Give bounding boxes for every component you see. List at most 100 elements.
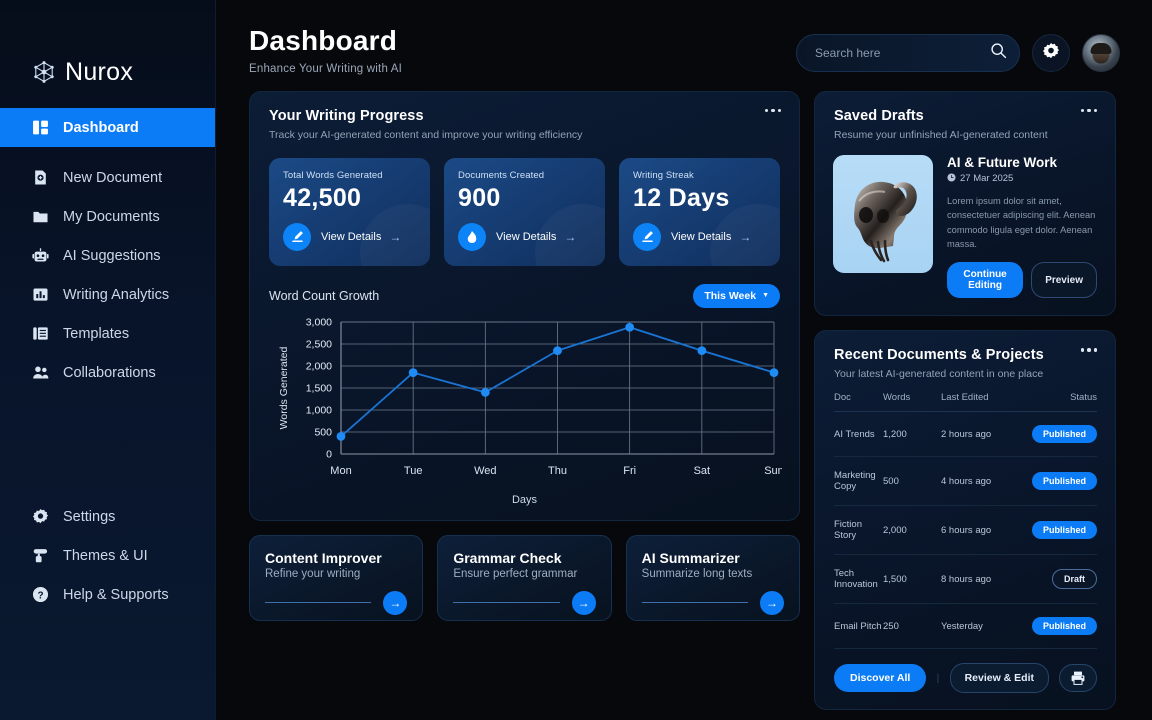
draft-info: AI & Future Work 27 Mar 2025 Lorem ipsum… xyxy=(947,155,1097,299)
right-column: Saved Drafts Resume your unfinished AI-g… xyxy=(814,90,1116,711)
quick-action-footer: → xyxy=(641,590,784,615)
cell-doc: Marketing Copy xyxy=(834,456,883,507)
sidebar-item-templates[interactable]: Templates xyxy=(0,314,215,353)
svg-text:?: ? xyxy=(37,590,43,601)
table-header-row: Doc Words Last Edited Status xyxy=(834,392,1097,413)
brand-name: Nurox xyxy=(65,57,134,86)
y-axis-title: Words Generated xyxy=(278,346,290,429)
cell-last-edited: 4 hours ago xyxy=(941,456,1025,507)
chevron-down-icon: ▼ xyxy=(762,292,769,300)
y-axis-tick-label: 2,500 xyxy=(306,338,332,350)
table-row[interactable]: Fiction Story 2,000 6 hours ago Published xyxy=(834,505,1097,556)
panel-title: Your Writing Progress xyxy=(269,107,424,124)
sidebar-item-new-document[interactable]: New Document xyxy=(0,158,215,197)
cell-doc: AI Trends xyxy=(834,411,883,458)
y-axis-tick-label: 3,000 xyxy=(306,316,332,328)
printer-icon[interactable] xyxy=(1059,664,1097,693)
avatar[interactable] xyxy=(1082,34,1120,72)
more-horizontal-icon[interactable] xyxy=(1080,108,1097,113)
writing-progress-panel: Your Writing Progress Track your AI-gene… xyxy=(249,90,800,521)
recent-documents-header: Recent Documents & Projects Your latest … xyxy=(815,331,1115,380)
arrow-right-icon[interactable]: → xyxy=(759,590,784,615)
sidebar-item-writing-analytics[interactable]: Writing Analytics xyxy=(0,275,215,314)
preview-button[interactable]: Preview xyxy=(1031,262,1097,299)
status-badge[interactable]: Published xyxy=(1031,472,1097,491)
draft-date-label: 27 Mar 2025 xyxy=(960,173,1014,185)
draft-date: 27 Mar 2025 xyxy=(947,173,1097,185)
status-badge[interactable]: Draft xyxy=(1051,569,1097,590)
divider-line xyxy=(265,602,372,604)
brand-logo[interactable]: Nurox xyxy=(0,0,215,108)
data-point[interactable] xyxy=(480,387,490,397)
data-point[interactable] xyxy=(553,345,562,355)
search-box[interactable] xyxy=(796,34,1020,72)
view-details-link[interactable]: View Details → xyxy=(496,230,576,244)
sidebar-item-label: Dashboard xyxy=(63,119,139,136)
view-details-link[interactable]: View Details → xyxy=(321,230,401,244)
pen-stamp-icon xyxy=(283,222,311,251)
continue-editing-button[interactable]: Continue Editing xyxy=(947,262,1024,299)
quick-action-card[interactable]: Content Improver Refine your writing → xyxy=(249,534,424,621)
sidebar-item-dashboard[interactable]: Dashboard xyxy=(0,108,215,147)
sidebar-item-label: New Document xyxy=(63,169,163,186)
discover-all-button[interactable]: Discover All xyxy=(834,664,927,693)
arrow-right-icon[interactable]: → xyxy=(571,590,596,615)
stat-value: 900 xyxy=(458,183,501,212)
data-point[interactable] xyxy=(697,345,707,355)
sidebar-item-label: Themes & UI xyxy=(63,547,148,564)
paint-roller-icon xyxy=(32,547,49,564)
review-edit-button[interactable]: Review & Edit xyxy=(949,663,1049,694)
more-horizontal-icon[interactable] xyxy=(1080,348,1097,352)
cell-last-edited: 6 hours ago xyxy=(941,505,1025,556)
search-input[interactable] xyxy=(815,46,982,60)
cell-last-edited: 8 hours ago xyxy=(941,554,1025,605)
search-icon[interactable] xyxy=(990,42,1007,64)
quick-action-title: Content Improver xyxy=(265,549,382,566)
table-row[interactable]: AI Trends 1,200 2 hours ago Published xyxy=(834,411,1097,458)
recent-documents-footer: Discover All | Review & Edit xyxy=(815,649,1115,709)
sidebar-item-label: Templates xyxy=(63,325,130,342)
dashboard-grid: Your Writing Progress Track your AI-gene… xyxy=(216,75,1152,711)
quick-action-subtitle: Refine your writing xyxy=(265,567,361,580)
settings-button[interactable] xyxy=(1032,34,1070,72)
x-axis-tick-label: Sat xyxy=(694,465,711,477)
stat-card[interactable]: Total Words Generated 42,500 View Detail… xyxy=(269,157,430,266)
stat-card[interactable]: Writing Streak 12 Days View Details → xyxy=(619,157,780,266)
x-axis-tick-label: Tue xyxy=(404,465,423,477)
x-axis-tick-label: Mon xyxy=(330,465,351,477)
data-point[interactable] xyxy=(769,367,779,377)
stat-label: Documents Created xyxy=(458,169,545,181)
draft-thumbnail[interactable] xyxy=(833,154,933,273)
sidebar-item-collaborations[interactable]: Collaborations xyxy=(0,353,215,392)
chart-range-dropdown[interactable]: This Week ▼ xyxy=(693,283,780,308)
sidebar-item-settings[interactable]: Settings xyxy=(0,497,215,536)
data-point[interactable] xyxy=(625,322,635,332)
file-plus-icon xyxy=(32,169,49,186)
sidebar-item-themes-ui[interactable]: Themes & UI xyxy=(0,536,215,575)
x-axis-tick-label: Fri xyxy=(623,465,636,477)
status-badge[interactable]: Published xyxy=(1031,521,1097,540)
x-axis-tick-label: Sun xyxy=(764,465,782,477)
status-badge[interactable]: Published xyxy=(1031,425,1097,444)
view-details-link[interactable]: View Details → xyxy=(671,230,751,244)
more-horizontal-icon[interactable] xyxy=(764,108,781,113)
quick-action-card[interactable]: AI Summarizer Summarize long texts → xyxy=(625,534,800,621)
data-point[interactable] xyxy=(336,431,346,441)
table-row[interactable]: Marketing Copy 500 4 hours ago Published xyxy=(834,456,1097,507)
table-body: AI Trends 1,200 2 hours ago Published Market… xyxy=(834,411,1097,650)
data-point[interactable] xyxy=(408,367,418,377)
quick-action-card[interactable]: Grammar Check Ensure perfect grammar → xyxy=(437,534,612,621)
question-circle-icon: ? xyxy=(32,586,49,603)
sidebar-item-help-supports[interactable]: ? Help & Supports xyxy=(0,575,215,614)
gear-icon xyxy=(32,508,49,525)
sidebar-item-my-documents[interactable]: My Documents xyxy=(0,197,215,236)
cell-status: Draft xyxy=(1025,554,1097,605)
status-badge[interactable]: Published xyxy=(1031,617,1097,636)
sidebar-item-ai-suggestions[interactable]: AI Suggestions xyxy=(0,236,215,275)
stat-card[interactable]: Documents Created 900 View Details → xyxy=(444,157,605,266)
table-row[interactable]: Email Pitch 250 Yesterday Published xyxy=(834,603,1097,650)
table-row[interactable]: Tech Innovation 1,500 8 hours ago Draft xyxy=(834,554,1097,605)
stat-value: 42,500 xyxy=(283,183,362,212)
main-content: Dashboard Enhance Your Writing with AI xyxy=(216,0,1152,720)
arrow-right-icon[interactable]: → xyxy=(383,590,408,615)
